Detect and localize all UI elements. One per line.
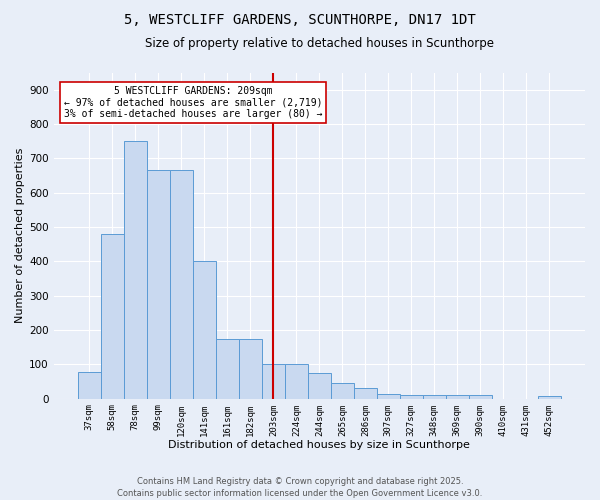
Bar — [124, 141, 147, 399]
Bar — [538, 396, 561, 398]
Bar — [147, 170, 170, 398]
Bar — [239, 338, 262, 398]
Bar — [446, 396, 469, 398]
Bar — [354, 388, 377, 398]
Title: Size of property relative to detached houses in Scunthorpe: Size of property relative to detached ho… — [145, 38, 494, 51]
Bar — [101, 234, 124, 398]
Bar — [377, 394, 400, 398]
Bar — [170, 170, 193, 398]
Bar — [216, 338, 239, 398]
X-axis label: Distribution of detached houses by size in Scunthorpe: Distribution of detached houses by size … — [169, 440, 470, 450]
Bar — [423, 396, 446, 398]
Text: 5, WESTCLIFF GARDENS, SCUNTHORPE, DN17 1DT: 5, WESTCLIFF GARDENS, SCUNTHORPE, DN17 1… — [124, 12, 476, 26]
Bar — [78, 372, 101, 398]
Y-axis label: Number of detached properties: Number of detached properties — [15, 148, 25, 324]
Bar — [193, 262, 216, 398]
Bar — [285, 364, 308, 398]
Text: Contains HM Land Registry data © Crown copyright and database right 2025.
Contai: Contains HM Land Registry data © Crown c… — [118, 476, 482, 498]
Text: 5 WESTCLIFF GARDENS: 209sqm
← 97% of detached houses are smaller (2,719)
3% of s: 5 WESTCLIFF GARDENS: 209sqm ← 97% of det… — [64, 86, 322, 120]
Bar — [400, 394, 423, 398]
Bar — [331, 384, 354, 398]
Bar — [469, 396, 492, 398]
Bar — [262, 364, 285, 398]
Bar — [308, 373, 331, 398]
